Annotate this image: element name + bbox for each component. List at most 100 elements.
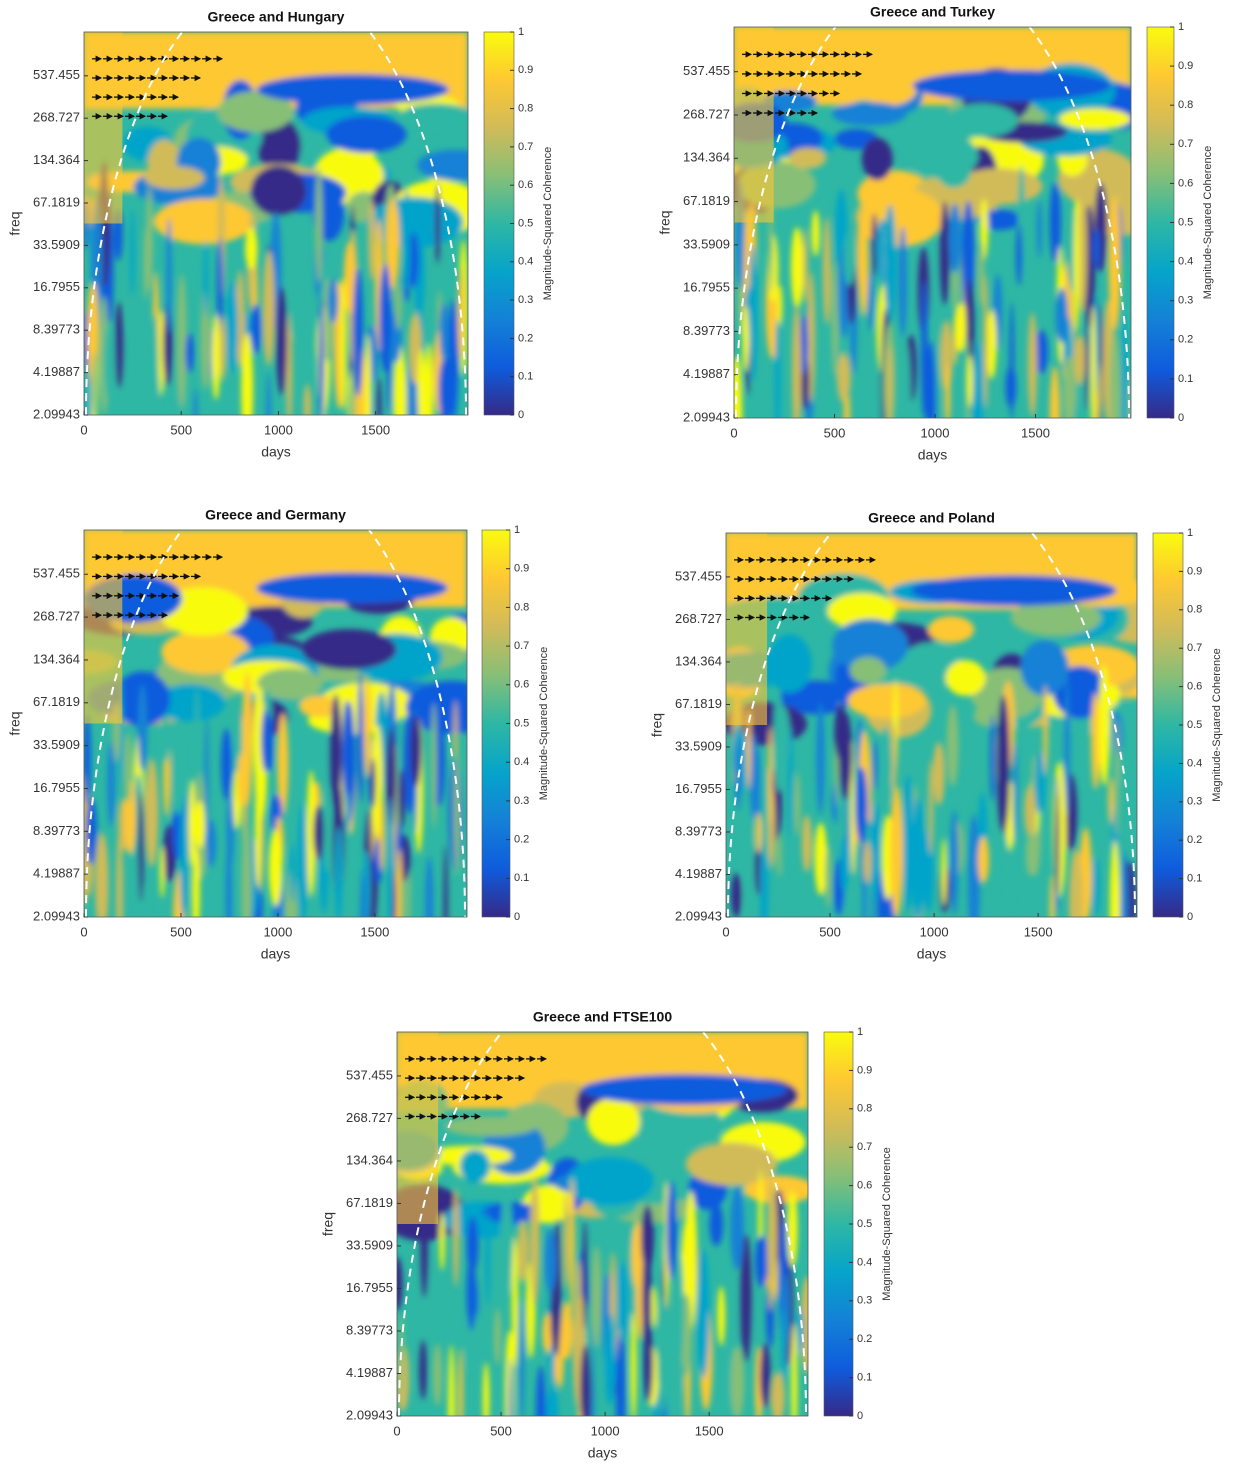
colorbar-tick-label: 0.5 [1178, 216, 1193, 228]
panel: 0 500 1000 1500 2.09943 4.19887 8.39773 16.7955… [7, 9, 554, 460]
colorbar-tick-label: 0.5 [514, 717, 529, 729]
y-tick-label: 268.727 [346, 1110, 393, 1125]
x-tick-label: 500 [170, 422, 192, 437]
plot-frame [725, 532, 1138, 918]
y-tick-label: 268.727 [675, 611, 722, 626]
x-tick-label: 500 [824, 425, 846, 440]
colorbar-tick-label: 1 [514, 524, 520, 536]
colorbar-tick-label: 0 [518, 409, 524, 421]
y-tick-label: 134.364 [33, 651, 80, 666]
colorbar-tick-label: 0.7 [1178, 138, 1193, 150]
x-axis-label: days [588, 1445, 618, 1461]
y-tick-label: 33.5909 [346, 1237, 393, 1252]
x-tick-label: 1000 [263, 924, 292, 939]
plot-frame [733, 26, 1132, 419]
x-tick-label: 0 [730, 425, 737, 440]
colorbar-tick-label: 0.8 [857, 1103, 872, 1115]
y-tick-label: 33.5909 [33, 737, 80, 752]
x-tick-label: 0 [722, 924, 729, 939]
colorbar-tick-label: 0.3 [857, 1295, 872, 1307]
colorbar-label: Magnitude-Squared Coherence [881, 1147, 893, 1301]
colorbar-tick-label: 0.4 [1187, 757, 1202, 769]
y-tick-label: 8.39773 [675, 823, 722, 838]
colorbar-tick-label: 0.3 [514, 795, 529, 807]
y-axis-label: freq [7, 211, 23, 235]
colorbar-tick-label: 0 [1187, 911, 1193, 923]
panel: 0 500 1000 1500 2.09943 4.19887 8.39773 16.7955… [320, 1009, 893, 1461]
heatmap-texture [726, 533, 1137, 917]
y-tick-label: 8.39773 [33, 322, 80, 337]
y-tick-label: 134.364 [33, 152, 80, 167]
chart-title: Greece and Turkey [870, 4, 995, 20]
colorbar-tick-label: 0.3 [1187, 796, 1202, 808]
colorbar-tick-label: 0.4 [857, 1256, 872, 1268]
y-tick-label: 8.39773 [346, 1322, 393, 1337]
colorbar-tick-label: 0.6 [1178, 177, 1193, 189]
panel: 0 500 1000 1500 2.09943 4.19887 8.39773 16.7955… [657, 4, 1214, 463]
colorbar [481, 529, 511, 918]
chart-title: Greece and Hungary [208, 9, 345, 25]
colorbar-tick-label: 0.8 [1178, 99, 1193, 111]
y-tick-label: 16.7955 [675, 781, 722, 796]
y-tick-label: 134.364 [346, 1152, 393, 1167]
x-tick-label: 1500 [695, 1423, 724, 1438]
colorbar [1146, 26, 1175, 419]
y-tick-label: 268.727 [683, 106, 730, 121]
cone-of-influence [85, 32, 467, 415]
y-tick-label: 67.1819 [346, 1195, 393, 1210]
colorbar-tick-label: 0.3 [518, 294, 533, 306]
x-tick-label: 1000 [920, 924, 949, 939]
x-tick-label: 500 [819, 924, 841, 939]
chart-title: Greece and FTSE100 [533, 1009, 673, 1025]
colorbar-tick-label: 0.9 [1178, 60, 1193, 72]
colorbar-tick-label: 0.1 [1178, 373, 1193, 385]
y-tick-label: 4.19887 [675, 866, 722, 881]
y-tick-label: 537.455 [33, 566, 80, 581]
x-tick-label: 1500 [1024, 924, 1053, 939]
colorbar-tick-label: 0.6 [518, 179, 533, 191]
colorbar-label: Magnitude-Squared Coherence [1202, 146, 1214, 300]
y-tick-label: 33.5909 [683, 236, 730, 251]
colorbar-tick-label: 0.3 [1178, 295, 1193, 307]
y-tick-label: 33.5909 [33, 237, 80, 252]
colorbar [483, 31, 515, 416]
y-axis-label: freq [320, 1212, 336, 1236]
y-tick-label: 16.7955 [683, 280, 730, 295]
heatmap-texture [84, 530, 467, 917]
colorbar-tick-label: 0.4 [1178, 256, 1193, 268]
heatmap-texture [84, 32, 468, 415]
y-tick-label: 2.09943 [675, 908, 722, 923]
colorbar-tick-label: 0.5 [1187, 719, 1202, 731]
x-tick-label: 0 [80, 924, 87, 939]
colorbar-label: Magnitude-Squared Coherence [1211, 648, 1223, 802]
y-axis-label: freq [649, 713, 665, 737]
plot-frame [83, 529, 468, 918]
x-tick-label: 500 [490, 1423, 512, 1438]
x-axis-label: days [261, 946, 291, 962]
colorbar-tick-label: 0.5 [857, 1218, 872, 1230]
colorbar-tick-label: 0.6 [1187, 681, 1202, 693]
colorbar-tick-label: 0.2 [1178, 334, 1193, 346]
panel: 0 500 1000 1500 2.09943 4.19887 8.39773 16.7955… [7, 507, 550, 962]
heatmap-texture [734, 27, 1131, 418]
y-tick-label: 33.5909 [675, 738, 722, 753]
x-tick-label: 0 [393, 1423, 400, 1438]
x-tick-label: 1000 [921, 425, 950, 440]
heatmap-texture [397, 1032, 808, 1416]
y-tick-label: 2.09943 [683, 409, 730, 424]
colorbar-label: Magnitude-Squared Coherence [542, 147, 554, 301]
colorbar-label: Magnitude-Squared Coherence [538, 647, 550, 801]
colorbar-tick-label: 0.5 [518, 217, 533, 229]
y-tick-label: 67.1819 [675, 696, 722, 711]
chart-title: Greece and Poland [868, 510, 995, 526]
colorbar-tick-label: 0.7 [518, 141, 533, 153]
y-tick-label: 4.19887 [346, 1365, 393, 1380]
y-tick-label: 4.19887 [33, 866, 80, 881]
y-tick-label: 4.19887 [33, 364, 80, 379]
panel: 0 500 1000 1500 2.09943 4.19887 8.39773 16.7955… [649, 510, 1223, 962]
colorbar-tick-label: 0.8 [514, 601, 529, 613]
colorbar-tick-label: 0.8 [1187, 604, 1202, 616]
colorbar-tick-label: 0.1 [514, 872, 529, 884]
x-tick-label: 1000 [264, 422, 293, 437]
y-tick-label: 134.364 [683, 150, 730, 165]
